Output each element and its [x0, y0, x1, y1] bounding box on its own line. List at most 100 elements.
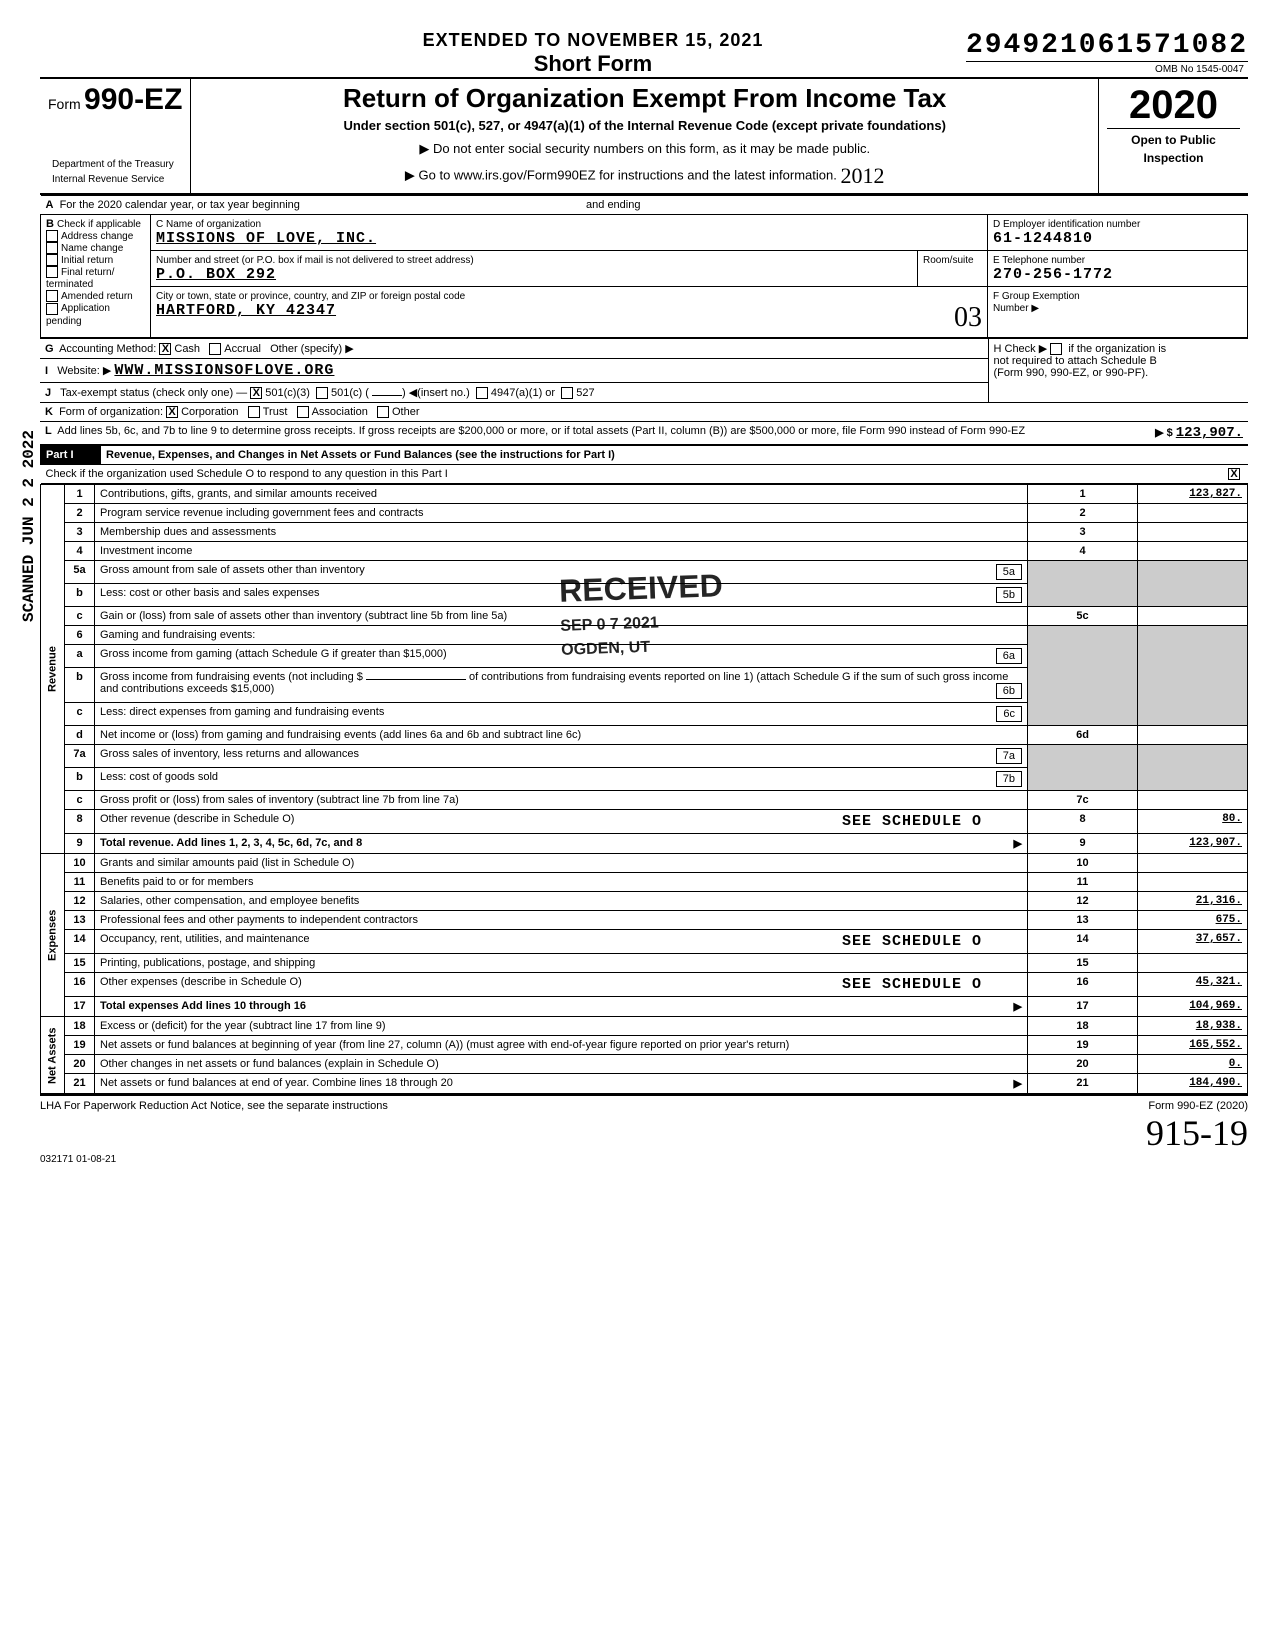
line-h-label: H Check ▶: [994, 343, 1048, 355]
chk-initial[interactable]: [46, 254, 58, 266]
line-15: Printing, publications, postage, and shi…: [95, 954, 1028, 973]
ssn-warning: ▶ Do not enter social security numbers o…: [199, 141, 1090, 157]
dln-number: 294921061571082: [966, 30, 1248, 61]
form-number: 990-EZ: [84, 83, 182, 116]
footer-handwrite: 915-19: [40, 1112, 1248, 1154]
header-block: Form 990-EZ Department of the Treasury I…: [40, 77, 1248, 195]
line-10: Grants and similar amounts paid (list in…: [95, 854, 1028, 873]
line-7c: Gross profit or (loss) from sales of inv…: [95, 791, 1028, 810]
line-18-val: 18,938.: [1138, 1017, 1248, 1036]
website: WWW.MISSIONSOFLOVE.ORG: [114, 362, 334, 379]
line-13-val: 675.: [1138, 911, 1248, 930]
footer-code: 032171 01-08-21: [40, 1154, 1248, 1165]
line-17-val: 104,969.: [1138, 997, 1248, 1017]
line-k-label: Form of organization:: [59, 406, 163, 418]
line-13: Professional fees and other payments to …: [95, 911, 1028, 930]
gross-receipts: 123,907.: [1176, 425, 1243, 441]
chk-4947[interactable]: [476, 387, 488, 399]
omb-number: OMB No 1545-0047: [966, 61, 1248, 77]
part1-label: Part I: [41, 446, 101, 465]
tax-year: 2020: [1107, 83, 1240, 128]
line-17: Total expenses Add lines 10 through 16▶: [95, 997, 1028, 1017]
chk-501c[interactable]: [316, 387, 328, 399]
line-11: Benefits paid to or for members: [95, 873, 1028, 892]
box-e-label: E Telephone number: [993, 255, 1085, 266]
chk-final[interactable]: [46, 266, 58, 278]
room-label: Room/suite: [923, 255, 974, 266]
line-14-val: 37,657.: [1138, 930, 1248, 954]
line-12-val: 21,316.: [1138, 892, 1248, 911]
line-g-label: Accounting Method:: [59, 343, 156, 355]
top-row: EXTENDED TO NOVEMBER 15, 2021 Short Form…: [40, 30, 1248, 77]
goto-line: ▶ Go to www.irs.gov/Form990EZ for instru…: [405, 167, 837, 182]
box-c-label: C Name of organization: [156, 219, 261, 230]
line-21: Net assets or fund balances at end of ye…: [95, 1074, 1028, 1094]
chk-assoc[interactable]: [297, 406, 309, 418]
identity-table: A For the 2020 calendar year, or tax yea…: [40, 195, 1248, 338]
line-20: Other changes in net assets or fund bala…: [95, 1055, 1028, 1074]
chk-name-change[interactable]: [46, 242, 58, 254]
short-form-label: Short Form: [220, 51, 966, 77]
form-label: Form: [48, 96, 81, 112]
chk-501c3[interactable]: X: [250, 387, 262, 399]
chk-pending[interactable]: [46, 303, 58, 315]
part1-check-line: Check if the organization used Schedule …: [46, 468, 448, 480]
line-j-label: Tax-exempt status (check only one) —: [60, 387, 247, 399]
box-b-title: Check if applicable: [57, 219, 141, 230]
chk-addr-change[interactable]: [46, 230, 58, 242]
line-3: Membership dues and assessments: [95, 523, 1028, 542]
line-6c: Less: direct expenses from gaming and fu…: [95, 703, 1028, 726]
expenses-vlabel: Expenses: [41, 854, 65, 1017]
chk-cash[interactable]: X: [159, 343, 171, 355]
line-l-text: Add lines 5b, 6c, and 7b to line 9 to de…: [57, 425, 1025, 437]
line-14: Occupancy, rent, utilities, and maintena…: [95, 930, 1028, 954]
line-21-val: 184,490.: [1138, 1074, 1248, 1094]
line-1: Contributions, gifts, grants, and simila…: [95, 485, 1028, 504]
line-16-val: 45,321.: [1138, 973, 1248, 997]
line-1-val: 123,827.: [1138, 485, 1248, 504]
line-2: Program service revenue including govern…: [95, 504, 1028, 523]
chk-h[interactable]: [1050, 343, 1062, 355]
form-footer: Form 990-EZ (2020): [1148, 1100, 1248, 1112]
ein: 61-1244810: [993, 230, 1093, 247]
chk-corp[interactable]: X: [166, 406, 178, 418]
hand-03: 03: [954, 302, 982, 334]
open-public: Open to Public: [1107, 128, 1240, 151]
box-f-label: F Group Exemption: [993, 291, 1080, 302]
chk-amended[interactable]: [46, 290, 58, 302]
line-8: Other revenue (describe in Schedule O)SE…: [95, 810, 1028, 834]
ghijk-table: G Accounting Method: XCash Accrual Other…: [40, 338, 1248, 445]
line-4: Investment income: [95, 542, 1028, 561]
footer: LHA For Paperwork Reduction Act Notice, …: [40, 1094, 1248, 1112]
chk-other-org[interactable]: [377, 406, 389, 418]
hand-year: 2012: [840, 163, 884, 188]
subtitle: Under section 501(c), 527, or 4947(a)(1)…: [199, 118, 1090, 133]
chk-trust[interactable]: [248, 406, 260, 418]
line-8-val: 80.: [1138, 810, 1248, 834]
addr-label: Number and street (or P.O. box if mail i…: [156, 255, 474, 266]
street-addr: P.O. BOX 292: [156, 266, 276, 283]
line-6b: Gross income from fundraising events (no…: [95, 668, 1028, 703]
line-18: Excess or (deficit) for the year (subtra…: [95, 1017, 1028, 1036]
city-label: City or town, state or province, country…: [156, 291, 465, 302]
city-state-zip: HARTFORD, KY 42347: [156, 302, 336, 319]
chk-schedule-o[interactable]: X: [1228, 468, 1240, 480]
line-9: Total revenue. Add lines 1, 2, 3, 4, 5c,…: [95, 834, 1028, 854]
line-7a: Gross sales of inventory, less returns a…: [95, 745, 1028, 768]
line-19: Net assets or fund balances at beginning…: [95, 1036, 1028, 1055]
line-19-val: 165,552.: [1138, 1036, 1248, 1055]
received-stamp: RECEIVED SEP 0 7 2021 OGDEN, UT: [559, 567, 726, 660]
chk-accrual[interactable]: [209, 343, 221, 355]
phone: 270-256-1772: [993, 266, 1113, 283]
line-6d: Net income or (loss) from gaming and fun…: [95, 726, 1028, 745]
part1-header: Part I Revenue, Expenses, and Changes in…: [40, 445, 1248, 484]
extended-date: EXTENDED TO NOVEMBER 15, 2021: [220, 30, 966, 51]
line-i-label: Website: ▶: [57, 365, 111, 377]
line-9-val: 123,907.: [1138, 834, 1248, 854]
line-12: Salaries, other compensation, and employ…: [95, 892, 1028, 911]
lha-notice: LHA For Paperwork Reduction Act Notice, …: [40, 1100, 388, 1112]
line-16: Other expenses (describe in Schedule O)S…: [95, 973, 1028, 997]
line-7b: Less: cost of goods sold7b: [95, 768, 1028, 791]
box-d-label: D Employer identification number: [993, 219, 1140, 230]
chk-527[interactable]: [561, 387, 573, 399]
